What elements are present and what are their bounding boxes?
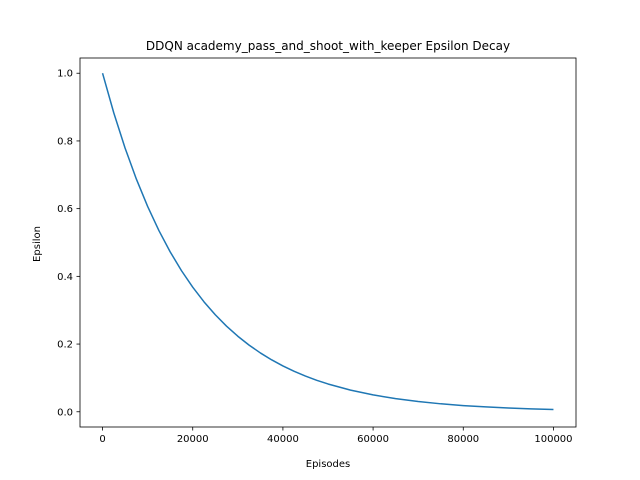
x-axis-label: Episodes: [306, 459, 350, 470]
series-line-0: [101, 73, 554, 411]
chart-title: DDQN academy_pass_and_shoot_with_keeper …: [146, 39, 510, 53]
plot-area: 0 20000 40000 60000 80000 100000 0.0 0.2 0.4 0.6 0…: [57, 57, 577, 445]
x-tick-label: 0: [99, 434, 105, 445]
y-tick-label: 1.0: [57, 69, 73, 80]
y-tick-label: 0.0: [57, 407, 73, 418]
x-tick-label: 60000: [357, 434, 389, 445]
axes-frame: [79, 57, 577, 428]
x-tick-label: 40000: [267, 434, 299, 445]
y-tick-label: 0.4: [57, 272, 73, 283]
y-tick-label: 0.6: [57, 204, 73, 215]
x-tick-label: 80000: [447, 434, 479, 445]
x-tick-label: 20000: [177, 434, 209, 445]
y-tick-label: 0.8: [57, 136, 73, 147]
x-tick-label: 100000: [534, 434, 572, 445]
y-tick-label: 0.2: [57, 340, 73, 351]
y-axis-label: Epsilon: [32, 226, 43, 262]
